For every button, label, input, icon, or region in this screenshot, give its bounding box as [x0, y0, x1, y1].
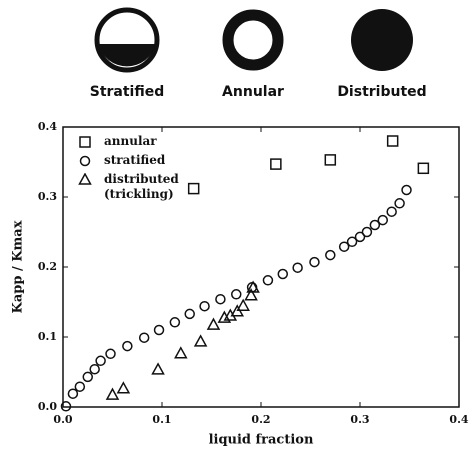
circle-point [354, 231, 366, 243]
triangle-point [246, 280, 260, 293]
circle-point [138, 332, 150, 343]
circle-point [60, 401, 72, 412]
x-tick-label: 0.4 [449, 413, 468, 426]
circle-point [122, 340, 133, 352]
circle-point [79, 155, 91, 167]
circle-point [74, 381, 86, 392]
x-tick-label: 0.2 [251, 413, 270, 426]
circle-point [346, 236, 358, 248]
circle-point [401, 184, 412, 196]
circle-point [105, 348, 116, 360]
circle-point [153, 324, 165, 336]
circle-point [394, 198, 405, 209]
distributed-icon [351, 9, 413, 71]
y-tick-label: 0.2 [38, 260, 57, 273]
icon-label: Annular [222, 84, 284, 100]
circle-point [199, 300, 210, 312]
legend-label: stratified [104, 153, 166, 167]
y-tick-label: 0.1 [38, 330, 57, 343]
triangle-point [116, 381, 131, 394]
legend-entry: stratified [78, 153, 214, 168]
circle-point [82, 371, 93, 383]
circle-point [215, 293, 226, 305]
icons: Stratified Annular Distributed [90, 7, 427, 100]
x-tick-label: 0.0 [53, 413, 72, 426]
square-point [187, 182, 200, 195]
stratified-fill [98, 44, 156, 67]
circle-point [89, 363, 100, 375]
square-point [417, 162, 430, 175]
x-tick-label: 0.1 [152, 413, 171, 426]
triangle-point [244, 288, 258, 301]
triangle-point [223, 308, 238, 321]
square-point [386, 135, 399, 147]
triangle-point [193, 334, 208, 347]
circle-point [338, 241, 350, 252]
x-tick-label: 0.3 [350, 413, 369, 426]
circle-point [386, 206, 397, 217]
y-tick-label: 0.0 [38, 400, 57, 413]
icon-label: Stratified [90, 84, 165, 100]
circle-point [262, 275, 274, 286]
circle-point [95, 355, 106, 367]
circle-point [292, 262, 303, 273]
triangle-point [206, 317, 221, 330]
square-point [270, 158, 282, 170]
legend-label: annular [104, 134, 157, 148]
legend-marker [79, 155, 91, 167]
circle-point [325, 249, 336, 261]
triangle-point [151, 362, 165, 375]
square-point [324, 154, 337, 166]
x-axis-label: liquid fraction [209, 433, 314, 448]
icon-label: Distributed [337, 84, 426, 100]
square-point [79, 136, 91, 148]
triangle-point [174, 346, 188, 359]
triangle-point [78, 173, 92, 185]
circle-point [169, 317, 181, 328]
y-tick-label: 0.4 [38, 120, 57, 133]
legend-marker [79, 136, 91, 148]
legend-marker [78, 173, 92, 185]
circle-point [309, 256, 320, 268]
circle-point [231, 289, 242, 300]
triangle-point [236, 298, 250, 311]
legend-entry: distributed (trickling) [78, 172, 184, 202]
legend-entry: annular [78, 134, 214, 149]
y-axis-label: Kapp / Kmax [11, 220, 26, 313]
circle-point [377, 214, 389, 226]
annular-icon [222, 9, 284, 71]
circle-point [361, 226, 373, 238]
circle-point [369, 219, 381, 231]
circle-point [67, 388, 79, 399]
legend: annular stratified distributed (trickling) [78, 134, 214, 206]
circle-point [277, 268, 289, 280]
circle-point [184, 308, 195, 320]
legend-label: distributed (trickling) [104, 172, 179, 201]
y-tick-label: 0.3 [38, 190, 57, 203]
triangle-point [105, 387, 120, 400]
